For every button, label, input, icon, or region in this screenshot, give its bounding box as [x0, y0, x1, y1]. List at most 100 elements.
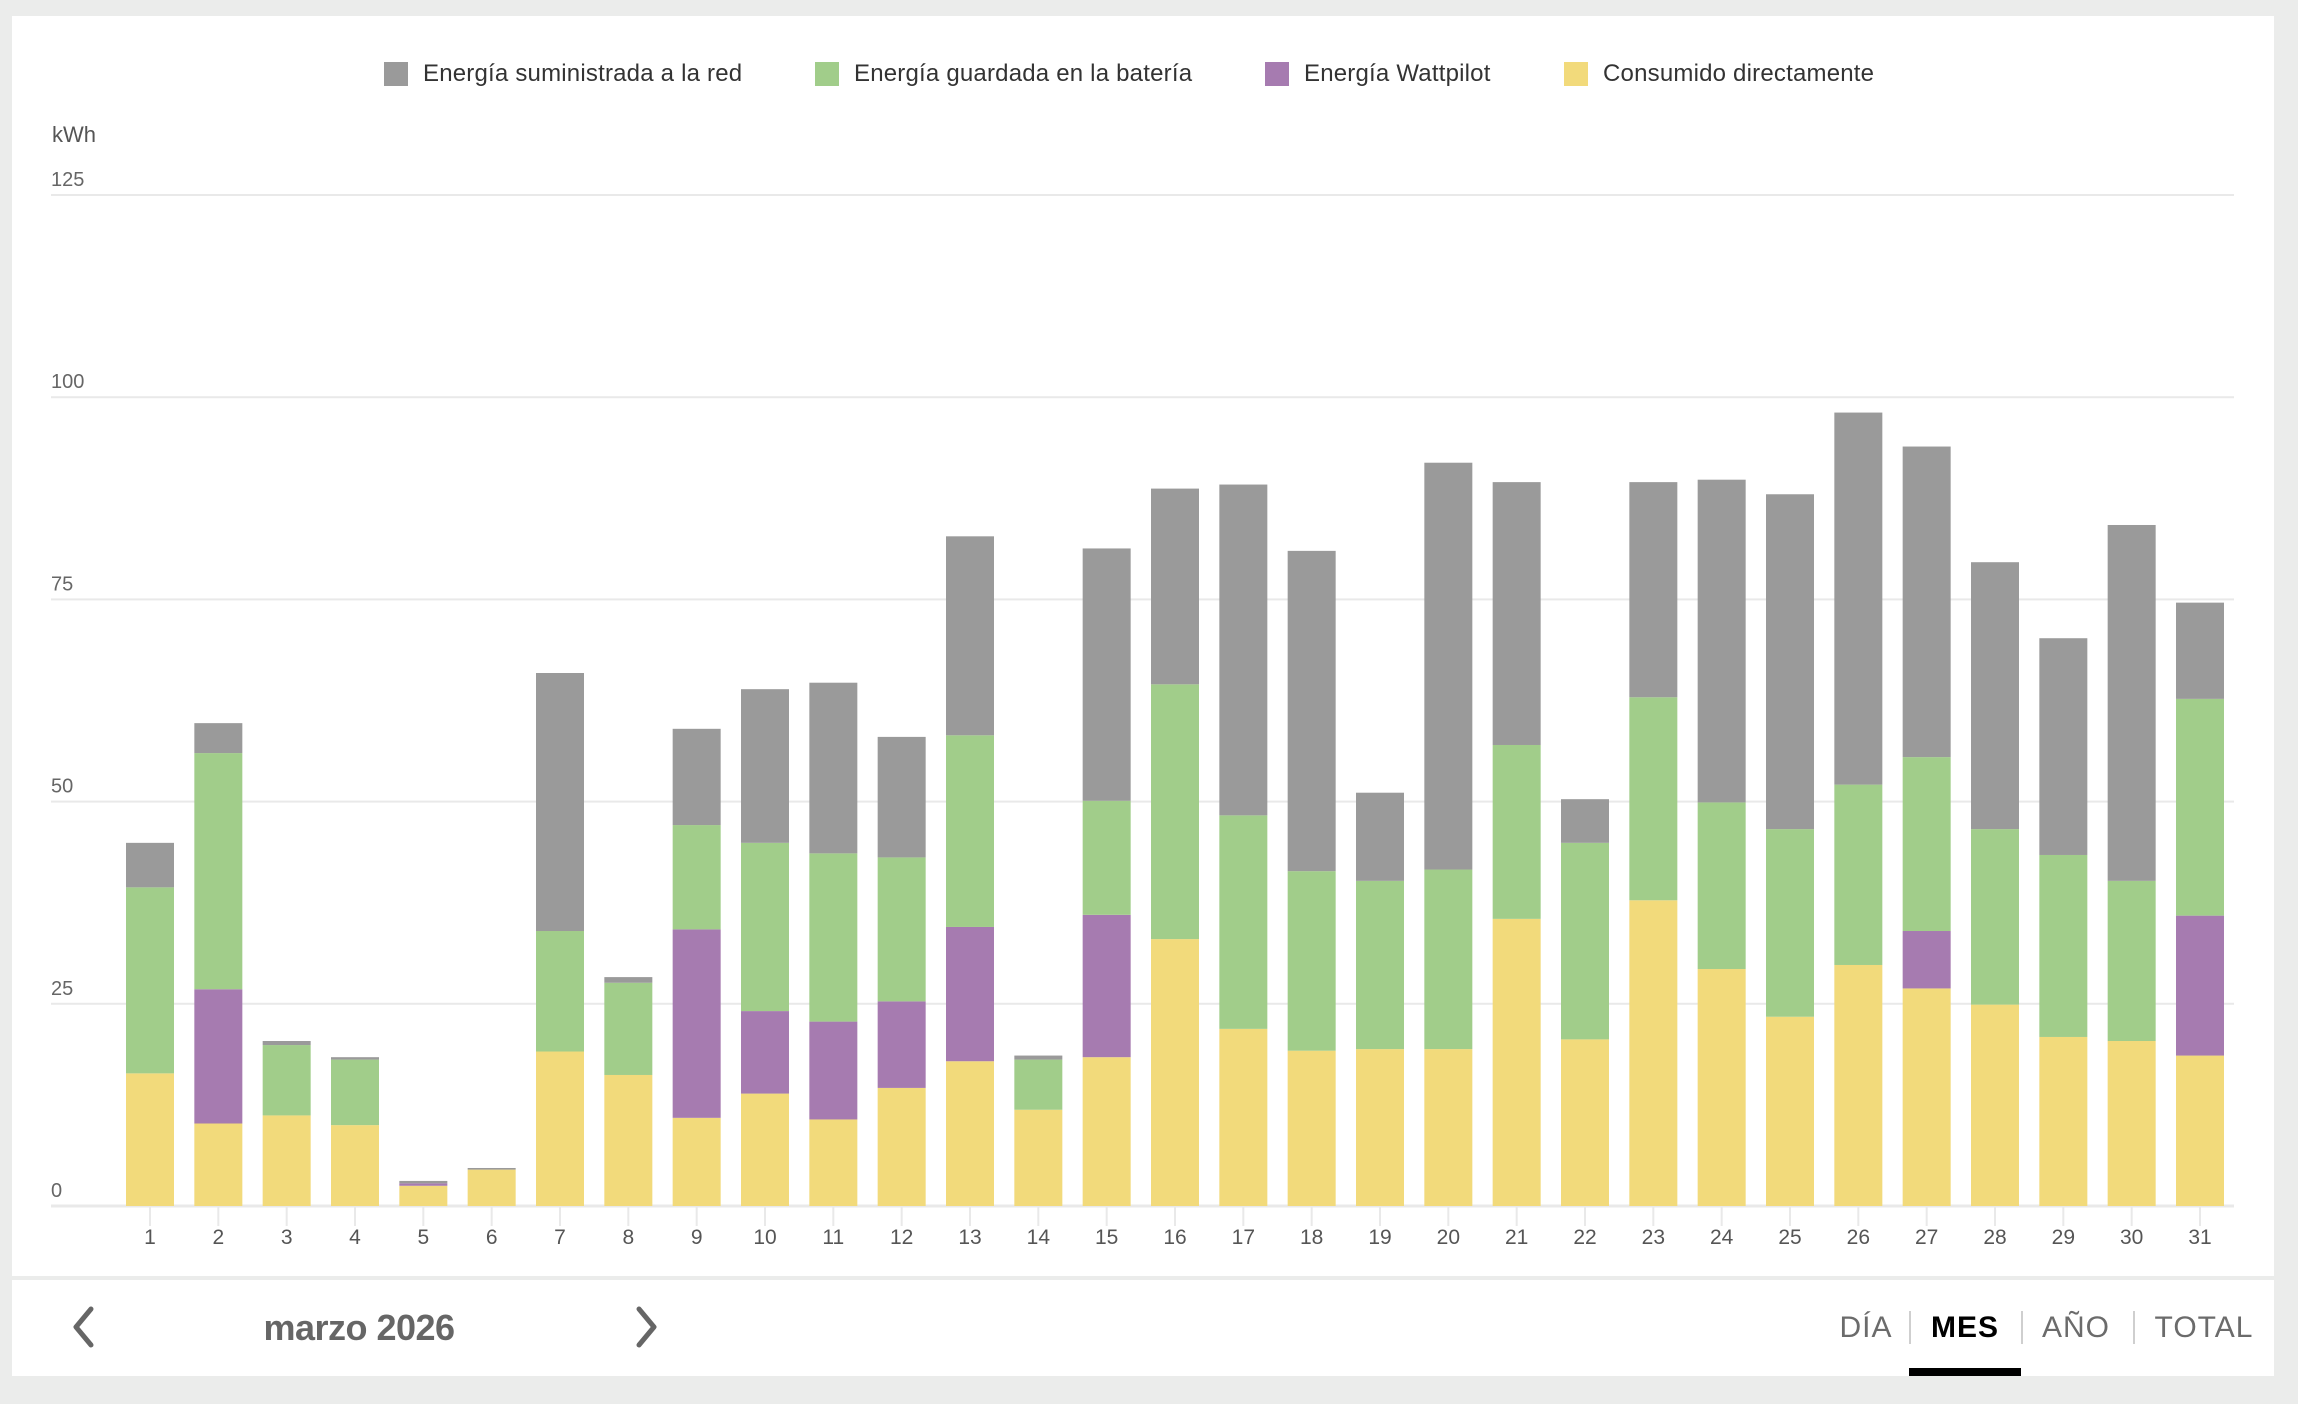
bar-segment[interactable] — [194, 753, 243, 990]
bar-segment[interactable] — [1356, 792, 1404, 881]
bar-segment[interactable] — [2176, 915, 2224, 1056]
bar-segment[interactable] — [1902, 757, 1951, 932]
bar-segment[interactable] — [1697, 969, 1746, 1206]
previous-period-button[interactable] — [54, 1292, 114, 1362]
bar-segment[interactable] — [946, 1061, 994, 1206]
bar-segment[interactable] — [194, 989, 243, 1124]
bar-segment[interactable] — [1492, 482, 1541, 745]
bar-segment[interactable] — [1151, 684, 1199, 940]
bar-segment[interactable] — [1287, 871, 1336, 1051]
bar-segment[interactable] — [1697, 802, 1746, 970]
bar-segment[interactable] — [1834, 412, 1883, 785]
bar-segment[interactable] — [1492, 744, 1541, 919]
bar-segment[interactable] — [1971, 829, 2019, 1005]
bar-segment[interactable] — [672, 825, 721, 930]
bar-segment[interactable] — [1356, 880, 1404, 1050]
bar-segment[interactable] — [1629, 900, 1678, 1206]
bar-segment[interactable] — [809, 1119, 858, 1206]
bar-segment[interactable] — [672, 1117, 721, 1206]
bar-segment[interactable] — [1424, 869, 1473, 1050]
bar-segment[interactable] — [331, 1057, 379, 1060]
bar-segment[interactable] — [2039, 638, 2088, 855]
bar-segment[interactable] — [2107, 1041, 2156, 1206]
bar-segment[interactable] — [1424, 1049, 1473, 1206]
legend-item-grid-export[interactable]: Energía suministrada a la red — [384, 54, 742, 94]
bar-segment[interactable] — [536, 931, 584, 1052]
bar-segment[interactable] — [331, 1059, 379, 1126]
bar-segment[interactable] — [2107, 880, 2156, 1042]
bar-segment[interactable] — [946, 926, 994, 1062]
bar-segment[interactable] — [262, 1045, 311, 1116]
bar-segment[interactable] — [262, 1115, 311, 1206]
bar-segment[interactable] — [1151, 488, 1199, 685]
tab-year[interactable]: AÑO — [2041, 1311, 2110, 1344]
bar-segment[interactable] — [1082, 1057, 1131, 1206]
bar-segment[interactable] — [1971, 1004, 2019, 1206]
bar-segment[interactable] — [331, 1125, 379, 1206]
bar-segment[interactable] — [672, 728, 721, 826]
bar-segment[interactable] — [2039, 1036, 2088, 1206]
bar-segment[interactable] — [1082, 800, 1131, 915]
bar-segment[interactable] — [604, 1074, 653, 1206]
bar-segment[interactable] — [809, 853, 858, 1022]
bar-segment[interactable] — [1014, 1059, 1063, 1110]
legend-item-wattpilot[interactable]: Energía Wattpilot — [1265, 54, 1491, 94]
bar-segment[interactable] — [741, 842, 789, 1012]
bar-segment[interactable] — [1219, 1028, 1268, 1206]
bar-segment[interactable] — [467, 1167, 516, 1170]
bar-segment[interactable] — [1424, 462, 1473, 870]
bar-segment[interactable] — [1082, 548, 1131, 801]
bar-segment[interactable] — [536, 1051, 584, 1206]
bar-segment[interactable] — [1287, 1050, 1336, 1206]
legend-item-battery[interactable]: Energía guardada en la batería — [815, 54, 1192, 94]
bar-segment[interactable] — [194, 1123, 243, 1206]
bar-segment[interactable] — [946, 536, 994, 736]
bar-segment[interactable] — [1151, 939, 1199, 1206]
bar-segment[interactable] — [1629, 697, 1678, 901]
bar-segment[interactable] — [1834, 964, 1883, 1206]
tab-day[interactable]: DÍA — [1839, 1311, 1893, 1344]
bar-segment[interactable] — [946, 735, 994, 927]
bar-segment[interactable] — [126, 887, 174, 1074]
tab-month[interactable]: MES — [1909, 1280, 2021, 1376]
bar-segment[interactable] — [1356, 1049, 1404, 1206]
bar-segment[interactable] — [2176, 602, 2224, 699]
bar-segment[interactable] — [399, 1185, 448, 1206]
bar-segment[interactable] — [126, 1073, 174, 1206]
bar-segment[interactable] — [604, 982, 653, 1075]
bar-segment[interactable] — [1561, 842, 1609, 1040]
bar-segment[interactable] — [741, 689, 789, 843]
bar-segment[interactable] — [1902, 446, 1951, 758]
bar-segment[interactable] — [399, 1180, 448, 1184]
bar-segment[interactable] — [1834, 784, 1883, 965]
bar-segment[interactable] — [1492, 918, 1541, 1206]
bar-segment[interactable] — [1766, 1016, 1814, 1206]
bar-segment[interactable] — [877, 1001, 926, 1088]
bar-segment[interactable] — [2107, 524, 2156, 881]
bar-segment[interactable] — [2039, 854, 2088, 1037]
bar-segment[interactable] — [536, 673, 584, 932]
bar-segment[interactable] — [877, 736, 926, 858]
bar-segment[interactable] — [1082, 914, 1131, 1058]
bar-segment[interactable] — [741, 1011, 789, 1094]
bar-segment[interactable] — [809, 1021, 858, 1120]
bar-segment[interactable] — [1014, 1055, 1063, 1060]
bar-segment[interactable] — [1902, 931, 1951, 989]
bar-segment[interactable] — [126, 842, 174, 888]
bar-segment[interactable] — [2176, 698, 2224, 916]
bar-segment[interactable] — [1561, 799, 1609, 843]
bar-segment[interactable] — [1219, 484, 1268, 816]
legend-item-direct-consumption[interactable]: Consumido directamente — [1564, 54, 1874, 94]
bar-segment[interactable] — [604, 977, 653, 983]
bar-segment[interactable] — [809, 682, 858, 854]
bar-segment[interactable] — [1766, 494, 1814, 830]
bar-segment[interactable] — [467, 1169, 516, 1206]
bar-segment[interactable] — [672, 929, 721, 1118]
bar-segment[interactable] — [1766, 829, 1814, 1017]
bar-segment[interactable] — [877, 1087, 926, 1206]
bar-segment[interactable] — [741, 1093, 789, 1206]
bar-segment[interactable] — [877, 857, 926, 1002]
next-period-button[interactable] — [616, 1292, 676, 1362]
bar-segment[interactable] — [1287, 550, 1336, 872]
bar-segment[interactable] — [1971, 562, 2019, 830]
